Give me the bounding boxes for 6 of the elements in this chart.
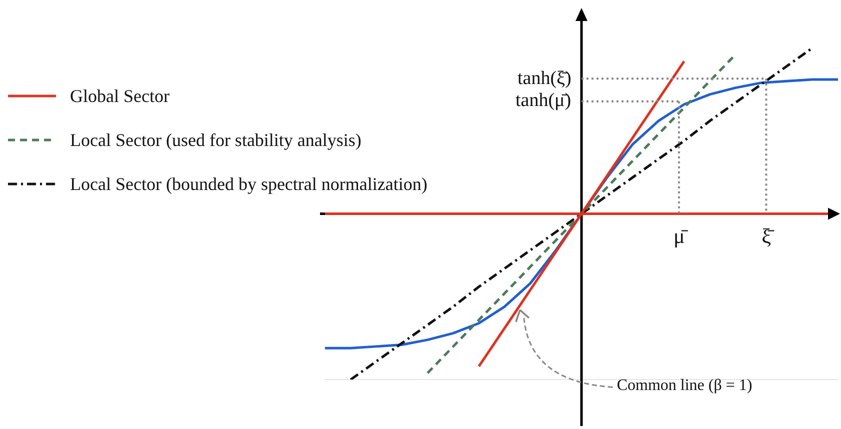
legend-label: Global Sector	[70, 86, 170, 106]
legend-label: Local Sector (used for stability analysis)	[70, 130, 362, 150]
annotation: Common line (β = 1)	[616, 377, 752, 396]
annotation: tanh(ξ̄)	[518, 68, 572, 90]
legend-label: Local Sector (bounded by spectral normalization)	[70, 174, 428, 194]
annotation: tanh(μ̄)	[516, 90, 572, 112]
